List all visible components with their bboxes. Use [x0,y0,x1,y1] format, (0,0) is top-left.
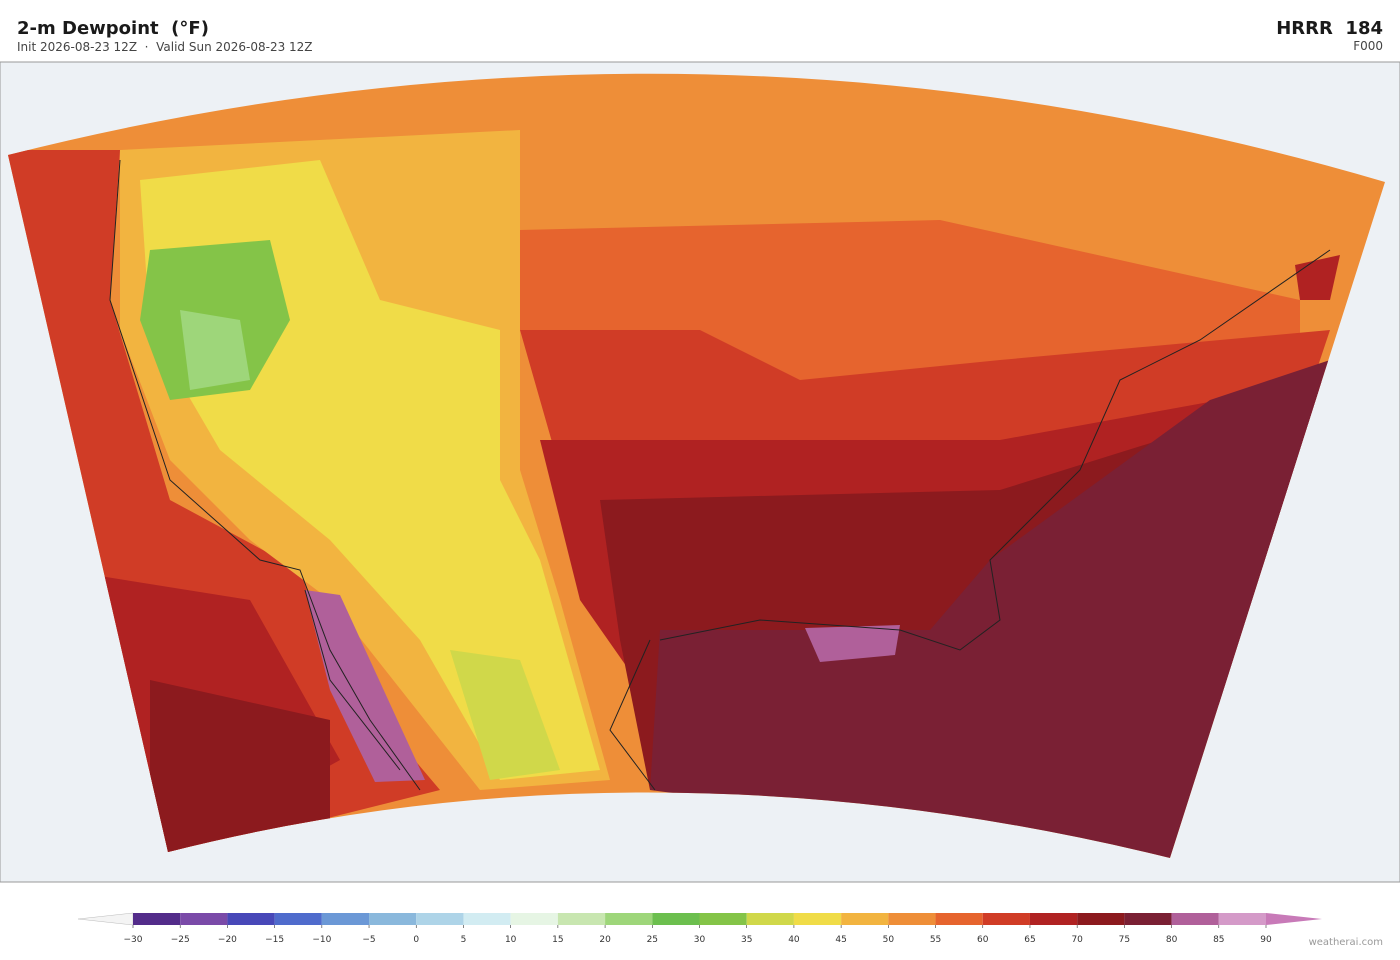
colorbar-tick-label: 90 [1260,935,1272,945]
colorbar-tick-label: −5 [362,935,375,945]
colorbar-tick-label: −20 [218,935,237,945]
forecast-hour: F000 [1353,39,1383,53]
colorbar-over [1266,913,1322,925]
colorbar-bin [510,913,558,925]
colorbar-tick-label: 65 [1024,935,1035,945]
colorbar-bin [180,913,228,925]
dewpoint-field [8,73,1385,858]
colorbar-tick-label: −30 [124,935,143,945]
colorbar-bin [699,913,747,925]
colorbar-bin [227,913,275,925]
colorbar-tick-label: −15 [265,935,284,945]
colorbar-bin [369,913,417,925]
colorbar-tick-label: 10 [505,935,517,945]
colorbar-tick-label: 60 [977,935,989,945]
colorbar-tick-label: 25 [647,935,658,945]
colorbar-tick-label: 35 [741,935,752,945]
coastline [109,159,1331,791]
title: 2-m Dewpoint (°F) [17,18,209,39]
colorbar-tick-label: 15 [552,935,563,945]
colorbar-bin [133,913,181,925]
watermark: weatherai.com [1309,937,1383,948]
colorbar-bin [652,913,700,925]
subtitle: Init 2026-08-23 12Z · Valid Sun 2026-08-… [17,40,313,54]
colorbar-tick-label: 5 [461,935,467,945]
colorbar-bin [274,913,322,925]
colorbar-tick-label: 85 [1213,935,1224,945]
colorbar-bin [1171,913,1219,925]
colorbar-bin [982,913,1030,925]
model-label: HRRR 184 [1276,18,1383,39]
colorbar-bin [746,913,794,925]
colorbar-tick-label: 20 [599,935,611,945]
colorbar-tick-label: 70 [1071,935,1083,945]
colorbar-tick-label: 0 [413,935,419,945]
colorbar-bin [793,913,842,925]
colorbar-bin [888,913,936,925]
colorbar-bin [1029,913,1078,925]
colorbar-bin [935,913,983,925]
colorbar-tick-label: 45 [835,935,846,945]
colorbar-tick-label: 55 [930,935,941,945]
colorbar-tick-label: 30 [694,935,706,945]
colorbar-bin [463,913,511,925]
colorbar-bin [1218,913,1266,925]
colorbar-bin [557,913,606,925]
colorbar-tick-label: 75 [1119,935,1130,945]
colorbar-tick-label: 40 [788,935,800,945]
colorbar-bin [605,913,653,925]
colorbar-bin [1077,913,1125,925]
colorbar-under [77,912,134,926]
colorbar-bin [841,913,889,925]
colorbar-tick-label: 50 [883,935,895,945]
colorbar-bin [1124,913,1172,925]
colorbar-bin [321,913,370,925]
colorbar-tick-label: 80 [1166,935,1178,945]
colorbar-tick-label: −10 [312,935,331,945]
colorbar-tick-label: −25 [171,935,190,945]
colorbar-bin [416,913,464,925]
colorbar: −30 −25 −20 −15 −10 −5 0 5 10 15 20 25 30 35 40 45 50 55 6… [77,912,1322,945]
map [0,61,1400,883]
